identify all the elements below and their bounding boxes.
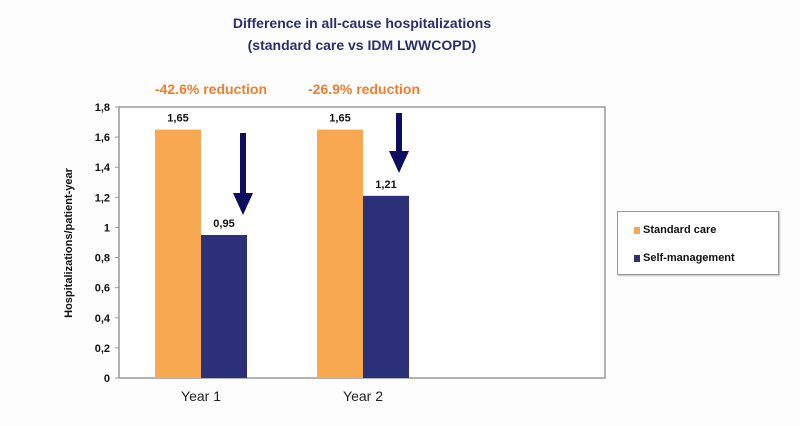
y-tick-label: 0,6: [95, 283, 110, 295]
legend-label: Self-management: [643, 252, 735, 264]
y-tick-label: 0,2: [95, 343, 110, 355]
chart-subtitle: (standard care vs IDM LWWCOPD): [248, 37, 477, 53]
y-tick-label: 1: [104, 222, 110, 234]
y-axis-label: Hospitalizations/patient-year: [63, 167, 75, 317]
down-arrow-icon: [233, 133, 253, 215]
legend-label: Standard care: [643, 224, 717, 236]
annotation-year-2: -26.9% reduction: [308, 81, 420, 97]
y-tick-label: 1,2: [95, 192, 110, 204]
x-tick-label: Year 2: [343, 388, 383, 404]
y-tick-label: 1,4: [95, 162, 111, 174]
y-tick-label: 0: [104, 373, 110, 385]
bar-standard-care: [155, 129, 201, 378]
down-arrow-icon: [389, 113, 409, 173]
bar-self-management: [363, 195, 409, 378]
data-label: 1,65: [167, 113, 188, 125]
y-tick-label: 0,4: [95, 313, 111, 325]
data-label: 1,21: [375, 179, 396, 191]
x-tick-label: Year 1: [181, 388, 221, 404]
legend-swatch: [634, 254, 640, 262]
data-label: 0,95: [213, 218, 234, 230]
bar-self-management: [201, 234, 247, 378]
legend: Standard care Self-management: [617, 211, 779, 275]
y-tick-label: 1,8: [95, 102, 110, 114]
data-label: 1,65: [329, 113, 350, 125]
annotation-year-1: -42.6% reduction: [155, 81, 267, 97]
bar-standard-care: [317, 129, 363, 378]
y-tick-label: 0,8: [95, 253, 110, 265]
y-tick-label: 1,6: [95, 132, 110, 144]
legend-swatch: [634, 226, 640, 234]
legend-item-standard-care: Standard care: [634, 224, 716, 236]
chart-title: Difference in all-cause hospitalizations: [233, 15, 492, 31]
legend-item-self-management: Self-management: [634, 252, 735, 264]
